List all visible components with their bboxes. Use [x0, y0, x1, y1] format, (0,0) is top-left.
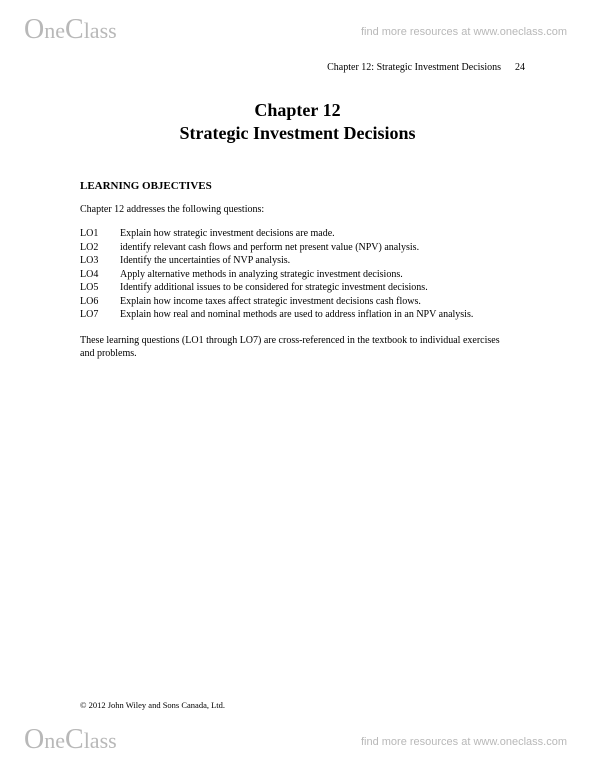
title-line2: Strategic Investment Decisions	[0, 123, 595, 144]
watermark-logo-top: OneClass	[24, 14, 117, 46]
list-item: LO6 Explain how income taxes affect stra…	[80, 295, 515, 309]
lo-key: LO1	[80, 227, 106, 241]
chapter-title: Chapter 12 Strategic Investment Decision…	[0, 100, 595, 144]
lo-text: Explain how real and nominal methods are…	[120, 308, 473, 322]
lo-key: LO5	[80, 281, 106, 295]
lo-text: Identify the uncertainties of NVP analys…	[120, 254, 290, 268]
lo-key: LO3	[80, 254, 106, 268]
content-body: LEARNING OBJECTIVES Chapter 12 addresses…	[80, 180, 515, 361]
intro-text: Chapter 12 addresses the following quest…	[80, 204, 515, 215]
page-header: Chapter 12: Strategic Investment Decisio…	[327, 62, 525, 73]
outro-text: These learning questions (LO1 through LO…	[80, 334, 515, 361]
list-item: LO5 Identify additional issues to be con…	[80, 281, 515, 295]
lo-text: Explain how strategic investment decisio…	[120, 227, 335, 241]
copyright-text: © 2012 John Wiley and Sons Canada, Ltd.	[80, 700, 225, 710]
logo-text: OneClass	[24, 14, 117, 46]
watermark-logo-bottom: OneClass	[24, 724, 117, 756]
list-item: LO3 Identify the uncertainties of NVP an…	[80, 254, 515, 268]
chapter-reference: Chapter 12: Strategic Investment Decisio…	[327, 62, 501, 73]
watermark-tagline-bottom: find more resources at www.oneclass.com	[361, 736, 567, 748]
lo-text: Identify additional issues to be conside…	[120, 281, 428, 295]
logo-text: OneClass	[24, 724, 117, 756]
lo-text: identify relevant cash flows and perform…	[120, 241, 419, 255]
list-item: LO4 Apply alternative methods in analyzi…	[80, 268, 515, 282]
lo-key: LO7	[80, 308, 106, 322]
learning-objectives-list: LO1 Explain how strategic investment dec…	[80, 227, 515, 322]
title-line1: Chapter 12	[0, 100, 595, 121]
section-heading: LEARNING OBJECTIVES	[80, 180, 515, 192]
watermark-tagline-top: find more resources at www.oneclass.com	[361, 26, 567, 38]
lo-key: LO2	[80, 241, 106, 255]
list-item: LO2 identify relevant cash flows and per…	[80, 241, 515, 255]
page-number: 24	[515, 62, 525, 73]
list-item: LO7 Explain how real and nominal methods…	[80, 308, 515, 322]
list-item: LO1 Explain how strategic investment dec…	[80, 227, 515, 241]
lo-key: LO4	[80, 268, 106, 282]
lo-text: Apply alternative methods in analyzing s…	[120, 268, 403, 282]
lo-key: LO6	[80, 295, 106, 309]
lo-text: Explain how income taxes affect strategi…	[120, 295, 421, 309]
